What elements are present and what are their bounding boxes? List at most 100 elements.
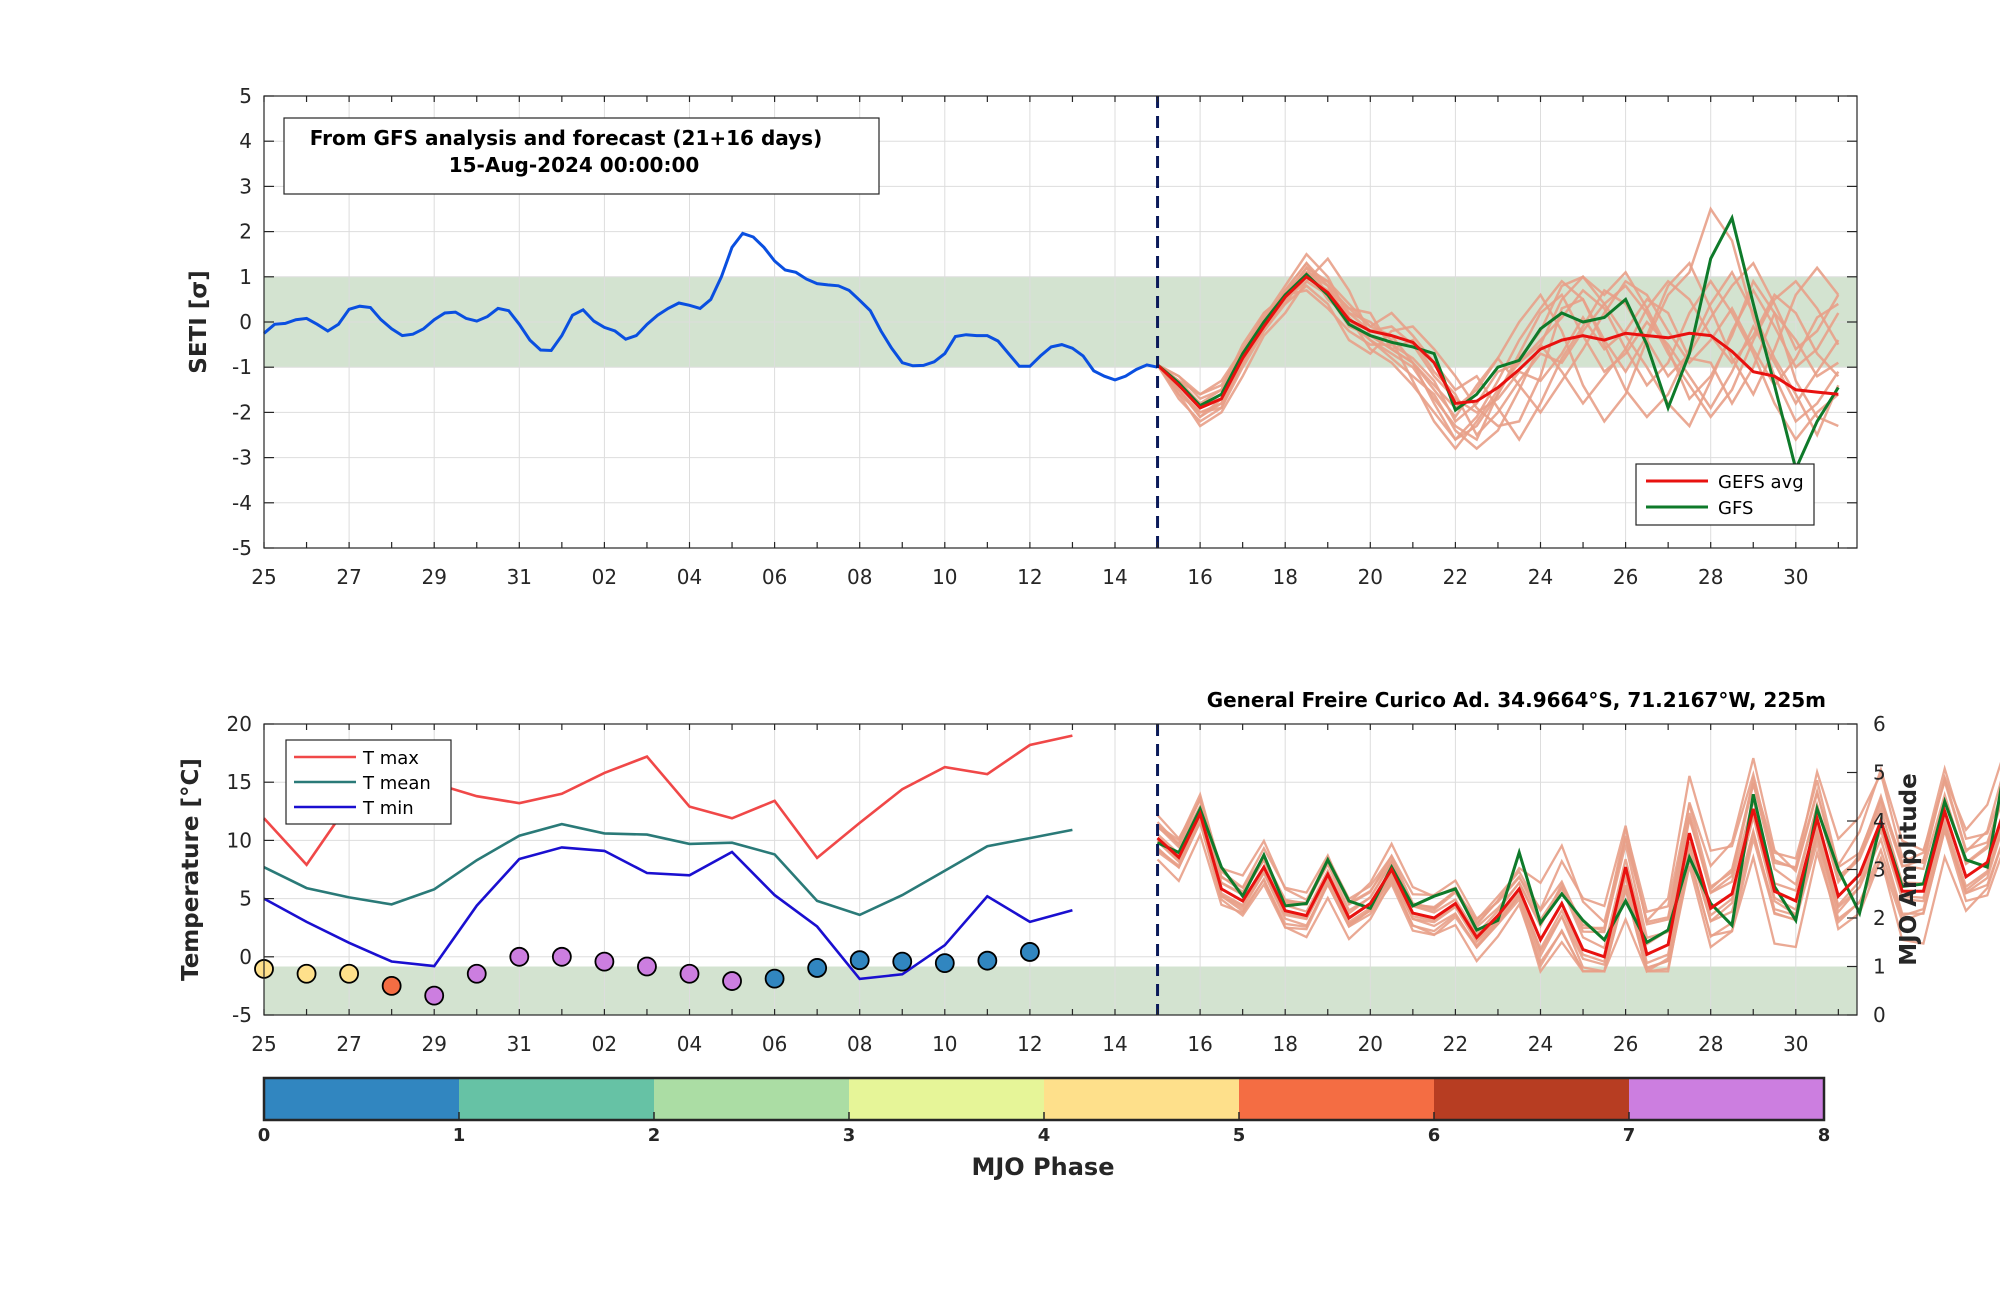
colorbar-tick-label: 6	[1428, 1125, 1441, 1146]
colorbar-segment	[1629, 1078, 1825, 1120]
colorbar-tick-label: 1	[453, 1125, 466, 1146]
mjo-amplitude-ytick-label: 6	[1873, 712, 1886, 736]
colorbar-tick-label: 7	[1623, 1125, 1636, 1146]
seti-ytick-label: 2	[239, 220, 252, 244]
mjo-phase-marker	[849, 950, 870, 971]
mjo-phase-marker	[764, 968, 785, 989]
seti-xtick-label: 28	[1698, 565, 1723, 589]
mjo-member-line	[1156, 831, 2000, 973]
legend-label-tmin: T min	[362, 798, 414, 819]
colorbar-segment	[1239, 1078, 1435, 1120]
seti-xtick-label: 20	[1358, 565, 1383, 589]
temperature-xtick-label: 04	[677, 1032, 702, 1056]
temperature-xtick-label: 16	[1187, 1032, 1212, 1056]
temperature-xtick-label: 14	[1102, 1032, 1127, 1056]
seti-xtick-label: 27	[336, 565, 361, 589]
info-box-line-1: From GFS analysis and forecast (21+16 da…	[310, 126, 822, 150]
temperature-legend: T max T mean T min	[285, 739, 452, 825]
seti-ytick-label: 4	[239, 129, 252, 153]
colorbar-segment	[1434, 1078, 1630, 1120]
legend-label-gfs: GFS	[1718, 498, 1753, 519]
seti-xtick-label: 24	[1528, 565, 1553, 589]
colorbar-tick-label: 5	[1233, 1125, 1246, 1146]
tmean-line	[263, 822, 1073, 917]
temperature-ytick-label: 15	[227, 770, 252, 794]
temperature-xtick-label: 24	[1528, 1032, 1553, 1056]
temperature-ytick-label: 0	[239, 945, 252, 969]
mjo-amplitude-ytick-label: 3	[1873, 858, 1886, 882]
colorbar-segment	[849, 1078, 1045, 1120]
gefs-member-line	[1156, 270, 1840, 442]
temperature-xtick-label: 20	[1358, 1032, 1383, 1056]
mjo-phase-marker	[551, 946, 572, 967]
seti-y-axis-label: SETI [σ]	[186, 270, 212, 373]
mjo-phase-marker	[424, 985, 445, 1006]
colorbar-tick-label: 4	[1038, 1125, 1051, 1146]
mjo-phase-marker	[594, 951, 615, 972]
temperature-xtick-label: 31	[507, 1032, 532, 1056]
seti-xtick-label: 25	[251, 565, 276, 589]
colorbar-segment	[459, 1078, 655, 1120]
temperature-ytick-label: -5	[232, 1003, 252, 1027]
mjo-ensemble-members	[1156, 757, 2000, 974]
mjo-phase-marker	[977, 950, 998, 971]
temperature-xtick-label: 06	[762, 1032, 787, 1056]
colorbar-segment	[1044, 1078, 1240, 1120]
mjo-phase-marker	[637, 956, 657, 977]
gfs-mjo-amplitude-line	[1156, 785, 2000, 945]
seti-xtick-label: 10	[932, 565, 957, 589]
colorbar-label: MJO Phase	[971, 1153, 1114, 1181]
tmin-line	[263, 846, 1073, 981]
colorbar-tick-label: 2	[648, 1125, 661, 1146]
seti-ytick-label: -4	[232, 491, 252, 515]
gefs-avg-seti-line	[1156, 274, 1839, 410]
colorbar-tick-label: 8	[1818, 1125, 1831, 1146]
seti-ytick-label: 1	[239, 265, 252, 289]
temperature-xtick-label: 10	[932, 1032, 957, 1056]
seti-xtick-label: 26	[1613, 565, 1638, 589]
mjo-phase-marker	[466, 963, 487, 984]
mjo-phase-marker	[679, 963, 700, 984]
temperature-xtick-label: 02	[592, 1032, 617, 1056]
seti-xtick-label: 12	[1017, 565, 1042, 589]
colorbar-ticks: 0 1 2 3 4 5 6 7 8	[258, 1112, 1831, 1146]
temperature-xtick-label: 27	[336, 1032, 361, 1056]
seti-ytick-label: -5	[232, 536, 252, 560]
temperature-ytick-label: 5	[239, 887, 252, 911]
info-box: From GFS analysis and forecast (21+16 da…	[283, 117, 880, 195]
temperature-ytick-label: 10	[227, 828, 252, 852]
mjo-amplitude-ytick-label: 0	[1873, 1003, 1886, 1027]
colorbar-segments	[264, 1078, 1825, 1120]
mjo-phase-colorbar: 0 1 2 3 4 5 6 7 8 MJO Phase	[258, 1076, 1831, 1181]
mjo-amplitude-ytick-label: 2	[1873, 906, 1886, 930]
mjo-amplitude-axis-label: MJO Amplitude	[1896, 773, 1922, 965]
gfs-seti-line	[1156, 213, 1840, 474]
gefs-member-line	[1156, 266, 1840, 451]
mjo-member-line	[1156, 757, 2000, 926]
seti-xtick-label: 04	[677, 565, 702, 589]
mjo-phase-marker	[339, 963, 360, 984]
seti-ytick-label: 0	[239, 310, 252, 334]
temperature-xtick-label: 30	[1783, 1032, 1808, 1056]
legend-label-gefs-avg: GEFS avg	[1718, 472, 1804, 493]
seti-ytick-label: 3	[239, 174, 252, 198]
mjo-phase-marker	[934, 953, 955, 974]
seti-ytick-label: -1	[232, 355, 252, 379]
mjo-phase-marker	[1020, 942, 1040, 962]
mjo-phase-marker	[509, 946, 530, 967]
mjo-phase-marker	[722, 971, 742, 991]
temperature-xtick-label: 28	[1698, 1032, 1723, 1056]
temperature-xtick-label: 26	[1613, 1032, 1638, 1056]
temperature-xtick-label: 18	[1272, 1032, 1297, 1056]
temperature-xtick-label: 25	[251, 1032, 276, 1056]
temperature-xtick-label: 08	[847, 1032, 872, 1056]
seti-xtick-label: 30	[1783, 565, 1808, 589]
station-title: General Freire Curico Ad. 34.9664°S, 71.…	[1207, 688, 1826, 712]
seti-ytick-label: -3	[232, 446, 252, 470]
mjo-amplitude-ytick-label: 4	[1873, 809, 1886, 833]
seti-xtick-label: 14	[1102, 565, 1127, 589]
temperature-y-axis-label: Temperature [°C]	[178, 758, 204, 981]
